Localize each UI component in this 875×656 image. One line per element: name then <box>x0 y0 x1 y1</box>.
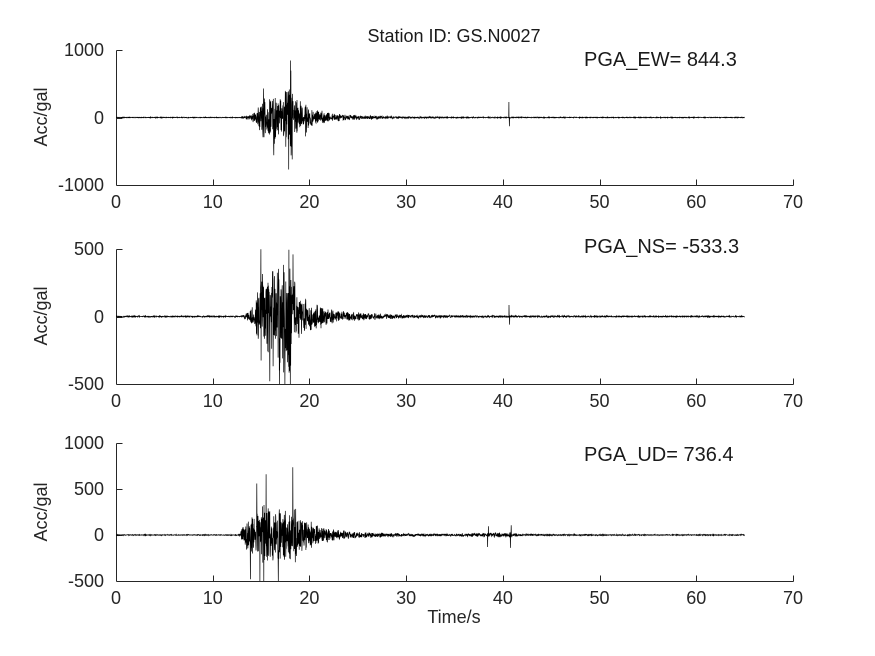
x-tick-label-ns: 0 <box>110 391 121 411</box>
axes-ud <box>116 443 794 582</box>
x-tick-label-ud: 70 <box>782 588 804 608</box>
x-tick-label-ns: 50 <box>589 391 610 411</box>
x-tick-label-ew: 50 <box>589 192 610 212</box>
x-tick-label-ns: 20 <box>299 391 320 411</box>
axes-ew <box>116 50 794 186</box>
y-tick-label-ew: 1000 <box>63 40 104 60</box>
waveform-trace-ew <box>116 60 745 170</box>
pga-ew-annotation: PGA_EW= 844.3 <box>584 49 737 71</box>
x-tick-label-ud: 10 <box>202 588 223 608</box>
pga-ud-annotation: PGA_UD= 736.4 <box>584 444 734 466</box>
x-axis-label: Time/s <box>427 607 481 627</box>
y-tick-label-ud: -500 <box>67 571 104 591</box>
x-tick-label-ud: 50 <box>589 588 610 608</box>
x-tick-label-ns: 30 <box>396 391 417 411</box>
x-tick-label-ns: 70 <box>782 391 804 411</box>
y-tick-label-ew: 0 <box>93 107 104 128</box>
waveform-trace-ns <box>116 249 745 385</box>
x-tick-label-ud: 0 <box>110 588 121 608</box>
y-tick-label-ud: 1000 <box>63 433 104 453</box>
x-tick-label-ew: 30 <box>396 192 417 212</box>
x-tick-label-ew: 70 <box>782 192 804 212</box>
x-tick-label-ud: 20 <box>299 588 320 608</box>
y-tick-label-ns: 500 <box>73 239 104 259</box>
x-tick-label-ew: 40 <box>492 192 513 212</box>
y-tick-label-ud: 500 <box>73 479 104 499</box>
y-tick-label-ud: 0 <box>93 525 104 545</box>
x-tick-label-ud: 60 <box>686 588 707 608</box>
y-tick-label-ns: -500 <box>67 374 104 394</box>
pga-ns-annotation: PGA_NS= -533.3 <box>584 236 740 258</box>
x-tick-label-ud: 30 <box>396 588 417 608</box>
x-tick-label-ew: 20 <box>299 192 320 212</box>
x-tick-label-ns: 60 <box>686 391 707 411</box>
x-tick-label-ud: 40 <box>492 588 513 608</box>
x-tick-label-ew: 0 <box>110 192 121 212</box>
x-tick-label-ns: 40 <box>492 391 513 411</box>
y-tick-label-ew: -1000 <box>57 175 104 195</box>
y-tick-label-ns: 0 <box>93 306 104 327</box>
x-tick-label-ew: 60 <box>686 192 707 212</box>
x-tick-label-ns: 10 <box>202 391 223 411</box>
y-axis-label-ud: Acc/gal <box>31 482 51 542</box>
x-tick-label-ew: 10 <box>202 192 223 212</box>
waveform-trace-ud <box>115 467 745 582</box>
figure-title: Station ID: GS.N0027 <box>367 26 541 46</box>
